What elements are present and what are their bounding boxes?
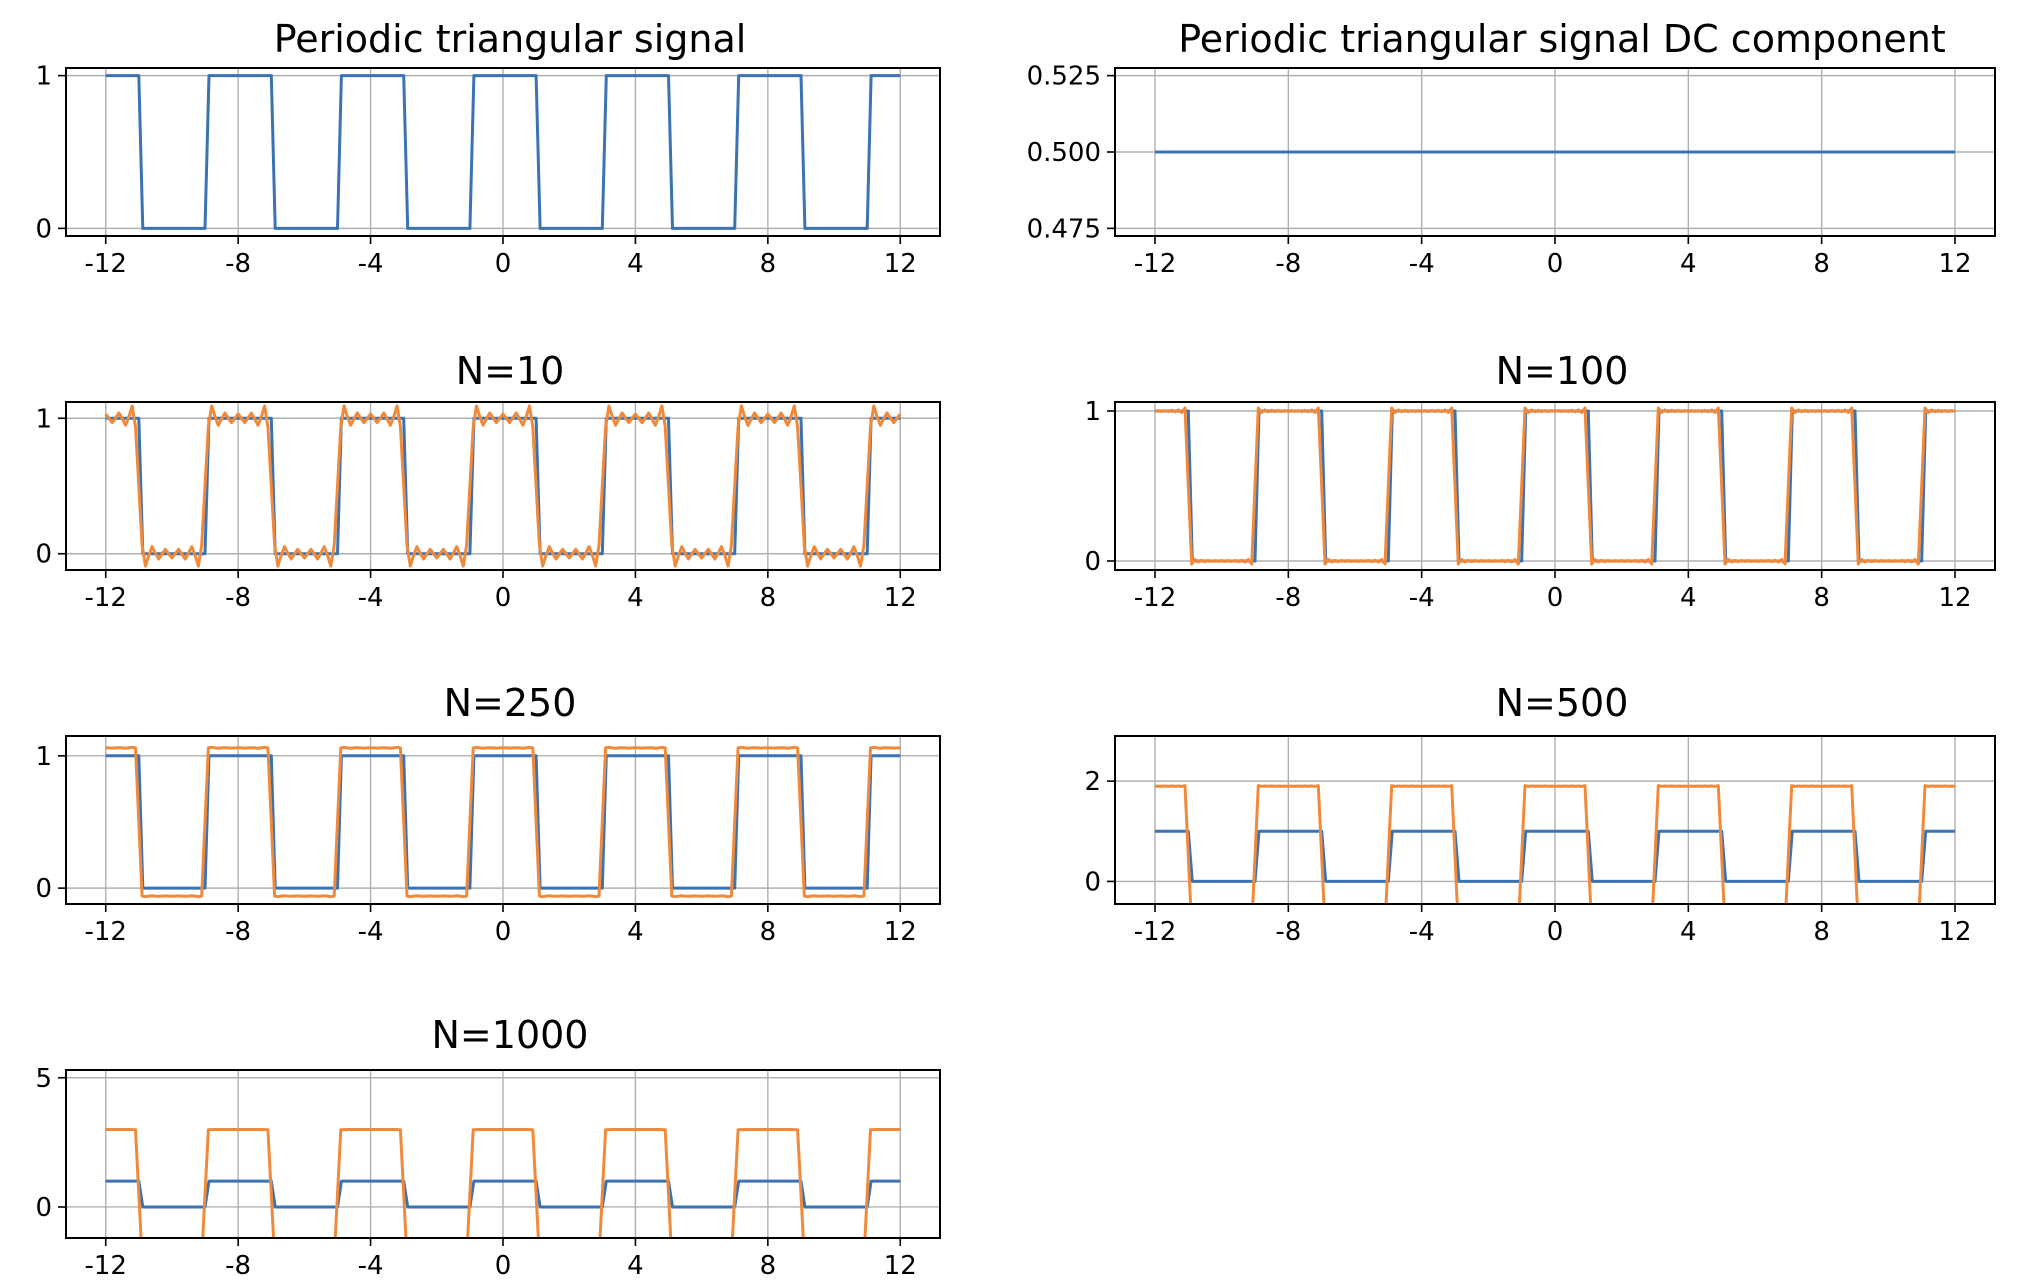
x-tick-label: -12 [1134,583,1176,613]
x-tick-label: -4 [1409,917,1435,947]
x-tick-label: 0 [1547,583,1564,613]
x-tick-label: 8 [760,583,777,613]
x-tick-label: 12 [1938,917,1971,947]
x-tick-label: 0 [495,917,512,947]
x-tick-label: 12 [884,583,917,613]
plot-area: -12 -8 -4 0 4 8 12 0 2 [1084,735,1996,947]
panel-title: Periodic triangular signal DC component [1178,17,1946,61]
y-tick-label: 0.525 [1027,62,1101,92]
x-tick-label: 8 [1813,917,1830,947]
x-tick-label: 12 [884,1251,917,1281]
x-tick-label: 4 [1680,917,1697,947]
series-line-approximation [1154,406,1956,566]
y-tick-label: 0 [35,214,52,244]
y-tick-label: 1 [35,62,52,92]
panel-periodic-signal: Periodic triangular signal -12 -8 -4 0 4 8 12 0… [35,17,941,279]
panel-title: N=10 [456,349,565,393]
panel-n250: N=250 -12 -8 -4 0 4 8 12 0 1 [35,681,941,947]
x-tick-label: -4 [1409,583,1435,613]
x-tick-label: 0 [1547,249,1564,279]
x-tick-label: 0 [1547,917,1564,947]
y-tick-label: 0.475 [1027,214,1101,244]
x-tick-label: -12 [84,917,126,947]
x-tick-label: -4 [358,249,384,279]
x-tick-label: -4 [358,1251,384,1281]
panel-title: N=500 [1496,681,1629,725]
plot-area: -12 -8 -4 0 4 8 12 0 1 [35,401,941,613]
y-tick-label: 0 [35,540,52,570]
x-tick-label: -12 [1134,917,1176,947]
panel-dc-component: Periodic triangular signal DC component … [1027,17,1996,279]
x-tick-label: 8 [760,249,777,279]
x-tick-label: 8 [760,917,777,947]
x-tick-label: 0 [495,583,512,613]
panel-title: N=1000 [432,1013,589,1057]
x-tick-label: -8 [225,583,251,613]
x-tick-label: 4 [627,583,644,613]
panel-n100: N=100 -12 -8 -4 0 4 8 12 0 1 [1084,349,1996,613]
x-tick-label: -4 [358,583,384,613]
series-line-signal [105,1179,901,1209]
x-tick-label: -8 [225,917,251,947]
series-line-signal [1155,829,1955,883]
x-tick-label: -12 [1134,249,1176,279]
x-tick-label: 4 [627,1251,644,1281]
series-line-approximation [1154,784,1956,904]
y-tick-label: 0 [35,874,52,904]
x-tick-label: 4 [627,249,644,279]
x-tick-label: -4 [358,917,384,947]
y-tick-label: 0.500 [1027,138,1101,168]
x-tick-label: 12 [1938,249,1971,279]
x-tick-label: -8 [1275,249,1301,279]
x-tick-label: -8 [1275,583,1301,613]
x-tick-label: -12 [84,1251,126,1281]
panel-title: Periodic triangular signal [274,17,747,61]
panel-n10: N=10 -12 -8 -4 0 4 8 12 0 1 [35,349,941,613]
panel-n500: N=500 -12 -8 -4 0 4 8 12 0 2 [1084,681,1996,947]
series-line-signal [105,74,901,230]
x-tick-label: 8 [1813,249,1830,279]
x-tick-label: 12 [1938,583,1971,613]
plot-area: -12 -8 -4 0 4 8 12 0 5 [35,1064,941,1281]
panel-title: N=250 [444,681,577,725]
plot-area: -12 -8 -4 0 4 8 12 0 1 [35,735,941,947]
series-line-approximation [105,1128,901,1238]
x-tick-label: -4 [1409,249,1435,279]
x-tick-label: 12 [884,917,917,947]
series-line-signal [105,754,901,890]
y-tick-label: 0 [1084,867,1101,897]
x-tick-label: 4 [1680,583,1697,613]
y-tick-label: 2 [1084,767,1101,797]
panel-n1000: N=1000 -12 -8 -4 0 4 8 12 0 5 [35,1013,941,1281]
x-tick-label: 12 [884,249,917,279]
x-tick-label: -12 [84,249,126,279]
plot-area: -12 -8 -4 0 4 8 12 0 1 [1084,397,1996,613]
y-tick-label: 0 [35,1193,52,1223]
x-tick-label: -12 [84,583,126,613]
y-tick-label: 1 [35,742,52,772]
y-tick-label: 1 [35,404,52,434]
y-tick-label: 0 [1084,547,1101,577]
y-tick-label: 5 [35,1064,52,1094]
plot-area: -12 -8 -4 0 4 8 12 0 1 [35,62,941,279]
x-tick-label: -8 [225,249,251,279]
x-tick-label: 0 [495,249,512,279]
x-tick-label: 4 [627,917,644,947]
x-tick-label: -8 [225,1251,251,1281]
series-line-approximation [104,404,902,568]
x-tick-label: 4 [1680,249,1697,279]
y-tick-label: 1 [1084,397,1101,427]
x-tick-label: -8 [1275,917,1301,947]
plot-area: -12 -8 -4 0 4 8 12 0.475 0.500 0.525 [1027,62,1996,279]
x-tick-label: 8 [1813,583,1830,613]
panel-title: N=100 [1496,349,1629,393]
series-line-approximation [105,745,901,899]
x-tick-label: 8 [760,1251,777,1281]
x-tick-label: 0 [495,1251,512,1281]
